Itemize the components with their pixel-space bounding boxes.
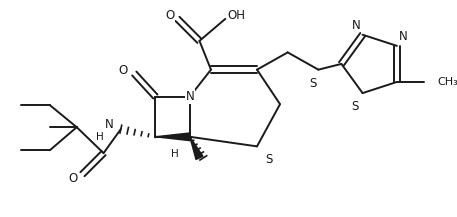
Text: O: O — [165, 10, 175, 23]
Text: CH₃: CH₃ — [437, 77, 457, 87]
Text: N: N — [351, 19, 360, 32]
Text: N: N — [399, 30, 408, 43]
Text: OH: OH — [228, 10, 246, 23]
Text: O: O — [118, 64, 128, 77]
Text: N: N — [186, 90, 194, 103]
Text: S: S — [351, 100, 359, 113]
Text: O: O — [68, 173, 78, 186]
Polygon shape — [155, 133, 190, 141]
Polygon shape — [190, 137, 203, 159]
Text: N: N — [105, 118, 114, 131]
Text: H: H — [96, 132, 104, 142]
Text: S: S — [309, 77, 316, 90]
Text: H: H — [170, 149, 178, 159]
Text: S: S — [265, 153, 272, 166]
